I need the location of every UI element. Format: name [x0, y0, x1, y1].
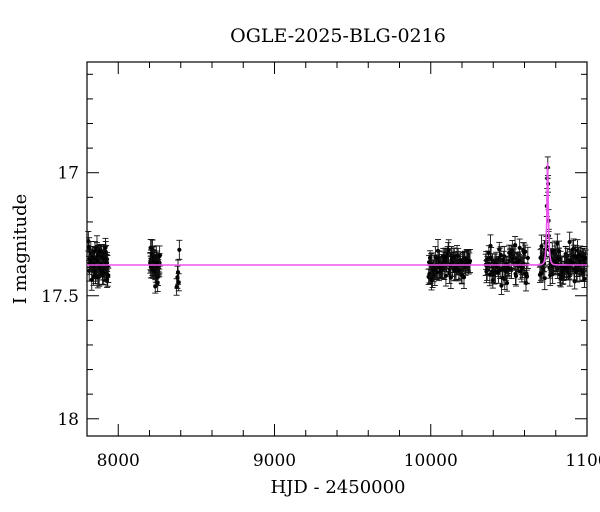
data-point — [86, 244, 92, 250]
data-point-group — [174, 265, 181, 289]
data-point-group — [105, 267, 112, 283]
data-point-group — [582, 249, 589, 267]
data-point — [467, 258, 473, 264]
data-point-group — [486, 263, 493, 287]
data-point — [487, 272, 492, 277]
y-axis-tick-labels: 17 17.5 18 — [41, 164, 79, 430]
data-point — [177, 247, 182, 252]
data-point — [488, 243, 493, 249]
y-axis-ticks — [87, 73, 587, 420]
data-point-group — [503, 274, 510, 292]
data-point — [525, 255, 530, 261]
data-point — [524, 274, 530, 279]
chart-title: OGLE-2025-BLG-0216 — [230, 25, 446, 47]
x-axis-ticks — [86, 62, 588, 436]
x-tick-label: 9000 — [253, 451, 296, 471]
data-point-group — [175, 273, 182, 292]
data-point — [520, 265, 525, 270]
data-point-group — [523, 269, 530, 284]
data-point — [446, 247, 451, 253]
x-axis-label: HJD - 2450000 — [270, 477, 405, 498]
data-point-group — [175, 259, 182, 285]
data-point — [157, 253, 162, 259]
x-axis-tick-labels: 8000 9000 10000 1100 — [97, 451, 600, 471]
data-point — [106, 273, 111, 278]
data-point — [517, 245, 522, 250]
data-point-group — [554, 233, 561, 254]
data-point — [104, 257, 110, 262]
data-points — [85, 156, 589, 296]
data-point — [461, 275, 467, 280]
x-tick-label: 8000 — [97, 451, 140, 471]
data-point — [176, 280, 181, 285]
y-axis-label: I magnitude — [10, 194, 31, 305]
data-point — [582, 276, 587, 281]
data-point-group — [467, 249, 474, 274]
y-tick-label: 18 — [57, 410, 79, 430]
data-point-group — [156, 245, 163, 267]
data-point — [504, 280, 510, 286]
data-point-group — [176, 239, 183, 260]
data-point — [175, 270, 181, 275]
x-tick-label: 10000 — [404, 451, 458, 471]
y-tick-label: 17.5 — [41, 287, 79, 307]
y-tick-label: 17 — [57, 164, 79, 184]
data-point — [542, 276, 547, 281]
data-point-group — [103, 252, 110, 267]
data-point — [443, 273, 449, 278]
data-point — [555, 241, 560, 246]
data-point — [513, 273, 519, 279]
data-point-group — [541, 266, 548, 291]
data-point — [523, 249, 528, 254]
data-point — [539, 244, 544, 249]
data-point — [498, 252, 503, 258]
data-point-group — [581, 269, 588, 288]
data-point — [512, 243, 518, 248]
x-tick-label: 1100 — [565, 451, 600, 471]
data-point — [583, 256, 588, 261]
model-curve — [87, 162, 587, 266]
